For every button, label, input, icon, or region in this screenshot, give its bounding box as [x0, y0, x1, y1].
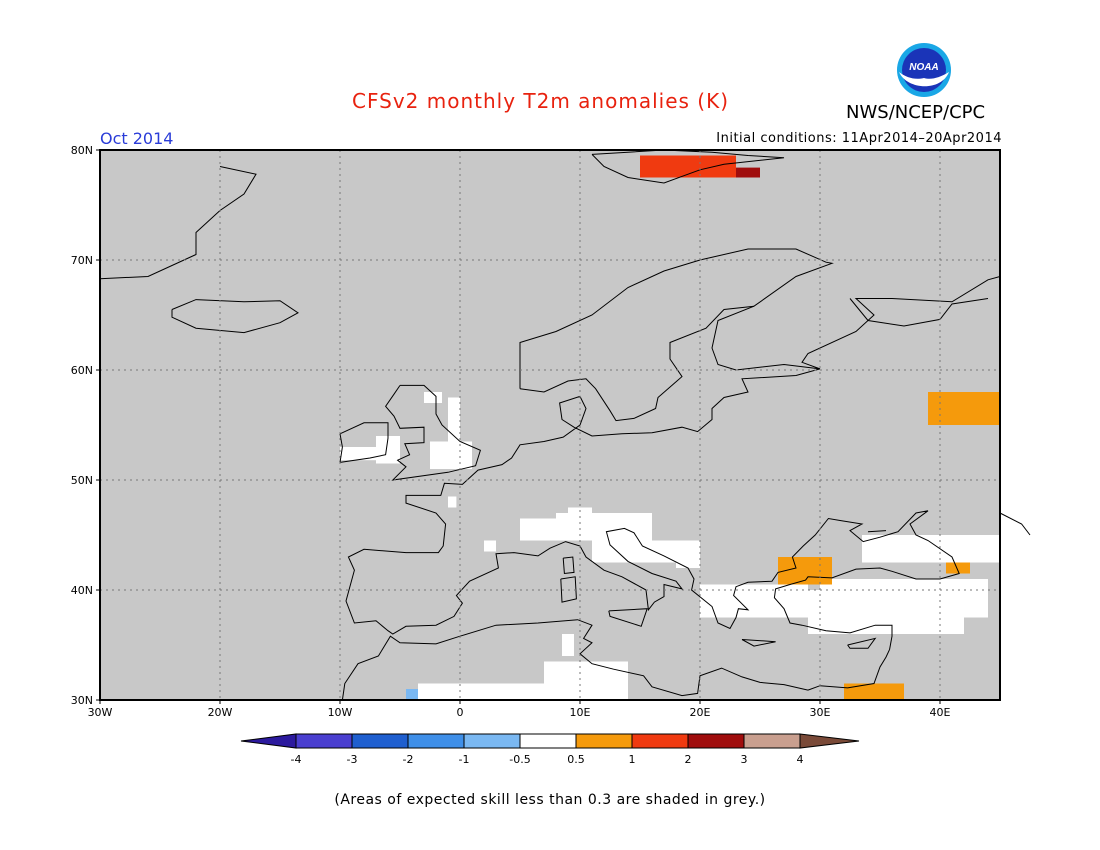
lon-label: 30W [88, 706, 113, 719]
coastline [867, 530, 887, 533]
legend-swatch [295, 733, 353, 749]
near-normal-area [676, 546, 700, 568]
forecast-month: Oct 2014 [100, 129, 174, 148]
coastline [562, 556, 575, 575]
legend-tick-label: 4 [797, 753, 804, 766]
coastline [741, 639, 776, 647]
legend-swatch [575, 733, 633, 749]
legend-swatch [463, 733, 521, 749]
legend-swatch [799, 733, 860, 749]
anomaly-patch [844, 683, 904, 700]
near-normal-area [820, 579, 916, 596]
near-normal-area [448, 496, 457, 508]
coastline [519, 305, 755, 422]
legend-tick-label: 3 [741, 753, 748, 766]
coastline [339, 422, 389, 463]
lon-label: 10W [328, 706, 353, 719]
legend-tick-label: 0.5 [567, 753, 585, 766]
near-normal-area [544, 661, 628, 700]
lon-label: 20W [208, 706, 233, 719]
coastline [560, 576, 577, 603]
anomaly-patch [946, 562, 970, 574]
coastline [341, 619, 809, 701]
legend-swatch [743, 733, 801, 749]
logo-text: NOAA [909, 62, 938, 73]
anomaly-patch [640, 155, 736, 178]
legend-swatch [631, 733, 689, 749]
legend-swatch [519, 733, 577, 749]
skill-footnote: (Areas of expected skill less than 0.3 a… [334, 792, 766, 808]
anomaly-patch [406, 689, 418, 700]
near-normal-area [862, 535, 1048, 563]
anomaly-patch [736, 167, 760, 178]
legend-swatch [687, 733, 745, 749]
coastline [345, 368, 960, 691]
coastline [384, 384, 482, 481]
chart-title: CFSv2 monthly T2m anomalies (K) [352, 89, 729, 113]
lat-label: 80N [71, 144, 93, 157]
coastline [849, 298, 989, 327]
near-normal-area [424, 392, 442, 403]
lat-label: 70N [71, 254, 93, 267]
coastline [608, 608, 648, 627]
coastline [999, 512, 1031, 536]
lon-label: 30E [810, 706, 831, 719]
legend-tick-label: 1 [629, 753, 636, 766]
lon-label: 10E [570, 706, 591, 719]
near-normal-area [484, 540, 496, 552]
legend-tick-label: -3 [347, 753, 358, 766]
legend-tick-label: -2 [403, 753, 414, 766]
near-normal-area [568, 507, 592, 519]
lat-label: 50N [71, 474, 93, 487]
legend-tick-label: -4 [291, 753, 302, 766]
noaa-logo: NOAA [897, 43, 951, 97]
initial-conditions: Initial conditions: 11Apr2014–20Apr2014 [716, 131, 1002, 146]
coastline [519, 248, 1001, 389]
lat-label: 30N [71, 694, 93, 707]
lon-label: 20E [690, 706, 711, 719]
near-normal-area [592, 540, 700, 563]
legend-tick-label: 2 [685, 753, 692, 766]
legend-swatch [240, 733, 297, 749]
legend-tick-label: -0.5 [509, 753, 530, 766]
near-normal-area [418, 683, 544, 700]
legend-tick-label: -1 [459, 753, 470, 766]
near-normal-area [340, 447, 376, 461]
near-normal-area [562, 634, 574, 656]
coastline [847, 637, 877, 649]
agency-label: NWS/NCEP/CPC [846, 102, 986, 123]
map-frame [99, 149, 1001, 701]
near-normal-area [430, 441, 472, 469]
lon-label: 0 [457, 706, 464, 719]
lon-label: 40E [930, 706, 951, 719]
coastline [99, 166, 257, 280]
legend-swatch [407, 733, 465, 749]
near-normal-area [448, 397, 460, 442]
lat-label: 60N [71, 364, 93, 377]
legend-swatch [351, 733, 409, 749]
lat-label: 40N [71, 584, 93, 597]
near-normal-area [520, 518, 568, 541]
